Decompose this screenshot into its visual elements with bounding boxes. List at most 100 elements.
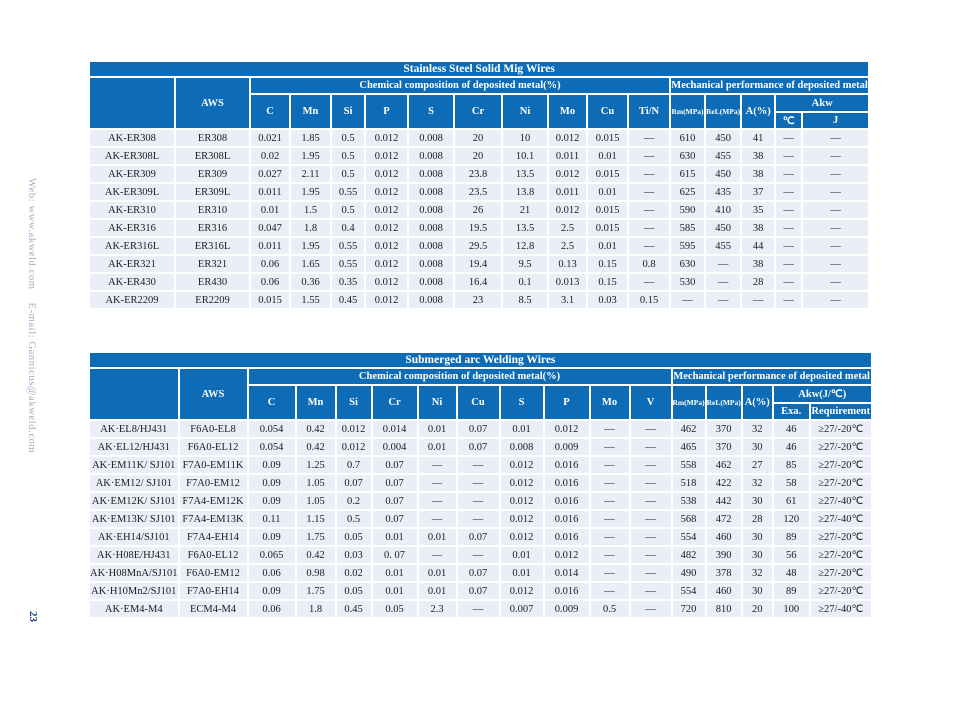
col-header-rm: Rm(MPa) [671, 95, 704, 128]
table-cell: — [803, 202, 869, 218]
table-cell: 35 [742, 202, 775, 218]
table-cell: ≥27/-40℃ [810, 601, 871, 617]
table-cell: 0.012 [366, 166, 407, 182]
table-cell: ER308 [176, 130, 249, 146]
table-cell: 0.42 [296, 547, 335, 563]
table-cell: AK-ER316 [90, 220, 174, 236]
table-cell: 0.012 [366, 148, 407, 164]
table-cell: ≥27/-40℃ [810, 493, 871, 509]
table-cell: ER309 [176, 166, 249, 182]
table-cell: 410 [706, 202, 741, 218]
table-cell: 46 [773, 439, 809, 455]
table-cell: 61 [773, 493, 809, 509]
table-cell: 0.05 [372, 601, 417, 617]
table-cell: 1.75 [296, 583, 335, 599]
table-cell: 1.5 [291, 202, 330, 218]
table-cell: AK-ER2209 [90, 292, 174, 308]
table-cell: 0.012 [500, 475, 543, 491]
table-row: AK·EM11K/ SJ101 F7A0-EM11K 0.09 1.25 0.7 0.07… [90, 457, 871, 473]
table-cell: — [590, 529, 629, 545]
table-cell: 0.008 [409, 166, 453, 182]
table-cell: 0.012 [366, 130, 407, 146]
table-cell: — [803, 184, 869, 200]
table-cell: 0.008 [409, 274, 453, 290]
table-cell: — [630, 439, 671, 455]
table-cell: 370 [706, 421, 741, 437]
table-cell: 0.012 [549, 130, 586, 146]
table-cell: — [590, 565, 629, 581]
table-cell: F7A4-EM13K [179, 511, 247, 527]
table-cell: — [630, 583, 671, 599]
table-cell: 0.015 [588, 130, 627, 146]
table-cell: 0.01 [418, 583, 456, 599]
table-row: AK·H10Mn2/SJ101 F7A0-EH14 0.09 1.75 0.05 0.01… [90, 583, 871, 599]
col-header-cu: Cu [457, 386, 499, 419]
table-cell: 0.06 [251, 256, 289, 272]
table-cell: F7A0-EM11K [179, 457, 247, 473]
table-cell: 0.011 [251, 238, 289, 254]
table-cell: ECM4-M4 [179, 601, 247, 617]
table-cell: AK·EM12K/ SJ101 [90, 493, 178, 509]
table-cell: 0.015 [588, 202, 627, 218]
table-cell: 530 [671, 274, 704, 290]
table-cell: 0.15 [588, 256, 627, 272]
table-cell: 0.012 [336, 421, 371, 437]
table-cell: AK-ER309 [90, 166, 174, 182]
table-cell: 100 [773, 601, 809, 617]
table-cell: 0.01 [372, 565, 417, 581]
table-cell: 450 [706, 166, 741, 182]
table-cell: 0.42 [296, 439, 335, 455]
table-cell: 554 [672, 529, 705, 545]
col-header-ni: Ni [503, 95, 547, 128]
table-cell: 0.008 [409, 184, 453, 200]
table-body: AK·EL8/HJ431 F6A0-EL8 0.054 0.42 0.012 0.014 0… [90, 421, 871, 617]
table-cell: ≥27/-20℃ [810, 583, 871, 599]
table-cell: 465 [672, 439, 705, 455]
akw-sub-header-celsius: ℃ [776, 113, 802, 128]
table-cell: 455 [706, 238, 741, 254]
table-row: AK-ER308 ER308 0.021 1.85 0.5 0.012 0.008 20 10 0… [90, 130, 869, 146]
table-cell: AK-ER308L [90, 148, 174, 164]
table-cell: F7A4-EH14 [179, 529, 247, 545]
table-cell: — [418, 511, 456, 527]
col-header-c: C [251, 95, 289, 128]
table-cell: 1.75 [296, 529, 335, 545]
table-cell: 0.07 [457, 439, 499, 455]
table-cell: 1.85 [291, 130, 330, 146]
table-cell: ER308L [176, 148, 249, 164]
table-cell: 0.01 [500, 565, 543, 581]
table-cell: — [803, 166, 869, 182]
table-cell: 3.1 [549, 292, 586, 308]
table-cell: 0.012 [500, 511, 543, 527]
table-cell: 595 [671, 238, 704, 254]
table-cell: 0.45 [332, 292, 364, 308]
table-cell: AK·EM11K/ SJ101 [90, 457, 178, 473]
table-cell: 0.016 [544, 475, 589, 491]
table-cell: — [803, 274, 869, 290]
table-row: AK-ER430 ER430 0.06 0.36 0.35 0.012 0.008 16.4 0… [90, 274, 869, 290]
table-cell: ER321 [176, 256, 249, 272]
col-header-mn: Mn [291, 95, 330, 128]
table-row: AK-ER309L ER309L 0.011 1.95 0.55 0.012 0.008 23… [90, 184, 869, 200]
table-cell: ER316 [176, 220, 249, 236]
table-cell: 0.012 [366, 292, 407, 308]
table-cell: 0.45 [336, 601, 371, 617]
table-cell: 0.012 [366, 202, 407, 218]
table-cell: — [629, 238, 669, 254]
aws-column-header: AWS [176, 78, 249, 128]
table-title: Submerged arc Welding Wires [90, 353, 871, 367]
table-cell: 26 [455, 202, 501, 218]
table-cell: — [590, 475, 629, 491]
table-cell: 38 [742, 256, 775, 272]
table-cell: 2.5 [549, 220, 586, 236]
col-header-tin: Ti/N [629, 95, 669, 128]
table-row: AK·H08MnA/SJ101 F6A0-EM12 0.06 0.98 0.02 0.01… [90, 565, 871, 581]
table-body: AK-ER308 ER308 0.021 1.85 0.5 0.012 0.008 20 10 0… [90, 130, 869, 308]
table-title: Stainless Steel Solid Mig Wires [90, 62, 869, 76]
table-cell: 1.8 [296, 601, 335, 617]
table-cell: 0.009 [544, 601, 589, 617]
table-cell: 0.36 [291, 274, 330, 290]
table-cell: 0.012 [366, 184, 407, 200]
table-cell: 32 [742, 421, 772, 437]
table-cell: 455 [706, 148, 741, 164]
